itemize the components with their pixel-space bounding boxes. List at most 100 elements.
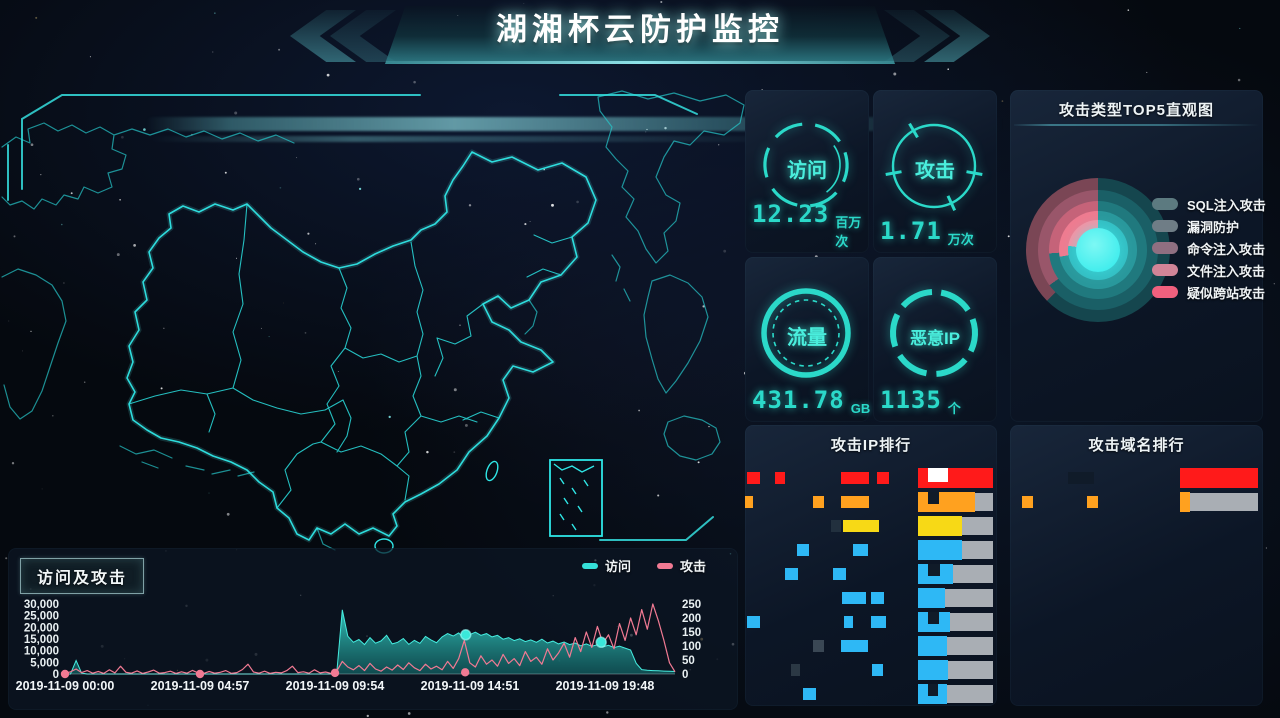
mosaic-block <box>747 472 760 484</box>
continent-south-america-outline <box>643 274 709 394</box>
bar-fill <box>918 540 963 560</box>
rank-bar[interactable] <box>918 492 993 512</box>
rank-row[interactable] <box>745 588 993 608</box>
rank-row[interactable] <box>745 516 993 536</box>
legend-item-sql-injection[interactable]: SQL注入攻击 <box>1152 198 1266 213</box>
censored-label <box>745 612 918 632</box>
legend-label: 疑似跨站攻击 <box>1187 285 1266 301</box>
legend-swatch <box>656 562 673 569</box>
rank-row[interactable] <box>745 540 993 560</box>
panel-title: 攻击类型TOP5直观图 <box>1059 102 1214 119</box>
censored-label <box>745 588 918 608</box>
legend-item-vuln-protection[interactable]: 漏洞防护 <box>1152 220 1266 235</box>
rank-row[interactable] <box>745 564 993 584</box>
timeline-title-box: 访问及攻击 <box>20 558 145 594</box>
mosaic-block <box>775 472 785 484</box>
censored-label <box>1010 492 1180 512</box>
x-axis-tick: 2019-11-09 09:54 <box>286 679 385 693</box>
visits-marker-dot[interactable] <box>595 636 607 649</box>
rank-row[interactable] <box>745 492 993 512</box>
timeline-chart[interactable]: 05,00010,00015,00020,00025,00030,0000501… <box>8 548 738 710</box>
rank-bar[interactable] <box>1180 492 1258 512</box>
x-axis-tick: 2019-11-09 14:51 <box>421 679 520 693</box>
panel-title: 攻击IP排行 <box>830 437 912 454</box>
legend-item-attacks[interactable]: 攻击 <box>656 556 706 575</box>
rank-bar[interactable] <box>918 516 993 536</box>
mosaic-block <box>1068 472 1094 484</box>
rank-row[interactable] <box>745 612 993 632</box>
rank-row[interactable] <box>1010 468 1259 488</box>
rank-bar[interactable] <box>918 684 993 704</box>
legend-item-command-injection[interactable]: 命令注入攻击 <box>1152 242 1266 257</box>
rank-row[interactable] <box>745 636 993 656</box>
stat-label: 访问 <box>787 160 827 182</box>
mosaic-block <box>841 472 869 484</box>
title-underline <box>1014 124 1259 126</box>
rank-row[interactable] <box>745 684 993 704</box>
continent-eurasia-outline <box>1 122 295 210</box>
mosaic-block <box>928 492 939 504</box>
legend-item-file-injection[interactable]: 文件注入攻击 <box>1152 264 1266 279</box>
legend-item-visits[interactable]: 访问 <box>581 556 631 575</box>
mosaic-block <box>844 616 853 628</box>
mosaic-block <box>745 496 753 508</box>
x-axis-tick: 2019-11-09 19:48 <box>556 679 655 693</box>
china-province-borders <box>128 203 573 509</box>
rank-row[interactable] <box>1010 492 1259 512</box>
banner-edge <box>385 61 895 64</box>
stat-value: 12.23 <box>752 200 830 228</box>
rank-row[interactable] <box>745 660 993 680</box>
bar-fill <box>918 516 963 536</box>
x-axis-tick: 2019-11-09 04:57 <box>151 679 250 693</box>
rank-bar[interactable] <box>918 588 993 608</box>
south-china-sea-inset <box>549 459 603 537</box>
stat-card-attacks: 攻击 1.71 万次 <box>873 90 997 253</box>
continent-australia-outline <box>663 415 721 461</box>
stat-card-traffic: 流量 431.78 GB <box>745 257 870 422</box>
y-left-tick: 0 <box>53 669 59 681</box>
censored-label <box>745 636 918 656</box>
censored-label <box>745 516 918 536</box>
gauge-ring-dashed <box>763 122 849 208</box>
legend-swatch <box>1152 264 1178 276</box>
china-map-glow <box>127 152 596 540</box>
mosaic-block <box>871 592 884 604</box>
mosaic-block <box>842 592 866 604</box>
mosaic-block <box>928 684 938 696</box>
panel-attack-type-top5: 攻击类型TOP5直观图 SQL注入攻击 漏洞防护 命令注入攻击 文件注入攻击 <box>1010 90 1266 422</box>
continent-africa-outline <box>1 268 67 420</box>
attacks-marker-dot[interactable] <box>330 668 340 678</box>
attacks-marker-dot[interactable] <box>195 669 205 679</box>
stat-unit: 个 <box>947 401 961 416</box>
legend-item-xss-suspect[interactable]: 疑似跨站攻击 <box>1152 286 1266 301</box>
attacks-line-series[interactable] <box>64 603 676 674</box>
rank-bar[interactable] <box>918 636 993 656</box>
stat-label: 恶意IP <box>909 329 961 348</box>
mosaic-block <box>843 520 879 532</box>
mosaic-block <box>928 468 948 482</box>
ip-rank-rows <box>745 468 993 708</box>
rank-bar[interactable] <box>918 612 993 632</box>
panel-attack-ip-rank: 攻击IP排行 <box>745 425 997 706</box>
rank-bar[interactable] <box>918 660 993 680</box>
censored-label <box>745 684 918 704</box>
stat-card-visits: 访问 12.23 百万次 <box>745 90 869 253</box>
mosaic-block <box>877 472 889 484</box>
rank-bar[interactable] <box>1180 468 1258 488</box>
mosaic-block <box>841 496 869 508</box>
visits-marker-dot[interactable] <box>460 629 472 641</box>
attacks-marker-dot[interactable] <box>460 668 470 677</box>
timeline-legend: 访问 攻击 <box>581 556 706 575</box>
rank-bar[interactable] <box>918 468 993 488</box>
world-map <box>1 90 745 554</box>
legend-label: 访问 <box>604 559 631 574</box>
rank-bar[interactable] <box>918 540 993 560</box>
mosaic-block <box>797 544 809 556</box>
y-left-tick: 5,000 <box>30 657 59 669</box>
legend-label: 文件注入攻击 <box>1187 263 1266 279</box>
censored-label <box>1010 468 1180 488</box>
attacks-marker-dot[interactable] <box>60 669 70 679</box>
rank-bar[interactable] <box>918 564 993 584</box>
rank-row[interactable] <box>745 468 993 488</box>
